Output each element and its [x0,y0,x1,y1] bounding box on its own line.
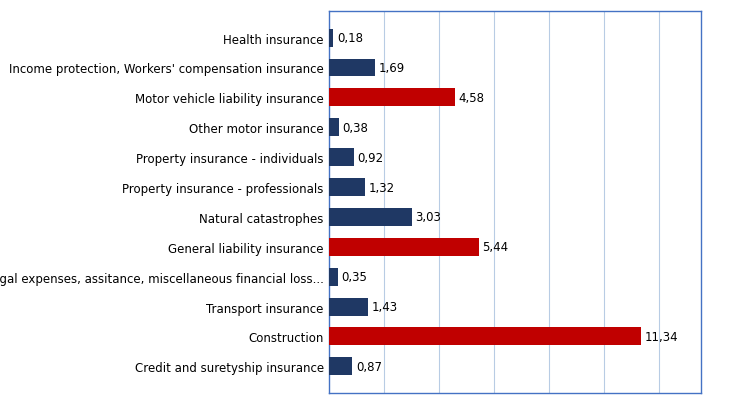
Bar [328,149,354,167]
Text: 1,43: 1,43 [372,300,397,313]
Text: 0,35: 0,35 [342,270,367,283]
Text: 11,34: 11,34 [645,330,678,343]
Bar [328,238,479,256]
Bar [328,89,455,107]
Bar [328,298,368,316]
Text: 1,69: 1,69 [378,62,404,75]
Bar [328,59,375,77]
Text: 0,87: 0,87 [356,360,382,373]
Text: 0,38: 0,38 [342,121,368,135]
Bar [328,29,334,47]
Text: 0,92: 0,92 [357,151,383,164]
Bar [328,119,339,137]
Bar [328,268,338,286]
Bar [328,179,365,196]
Text: 1,32: 1,32 [368,181,394,194]
Text: 3,03: 3,03 [415,211,441,224]
Text: 5,44: 5,44 [482,240,508,254]
Text: 4,58: 4,58 [458,92,484,105]
Bar [328,328,641,346]
Text: 0,18: 0,18 [337,32,363,45]
Bar [328,209,412,226]
Bar [328,357,353,375]
